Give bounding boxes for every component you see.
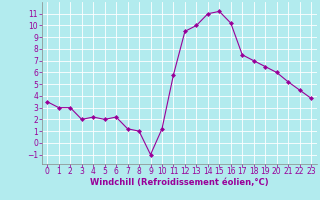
X-axis label: Windchill (Refroidissement éolien,°C): Windchill (Refroidissement éolien,°C) — [90, 178, 268, 187]
